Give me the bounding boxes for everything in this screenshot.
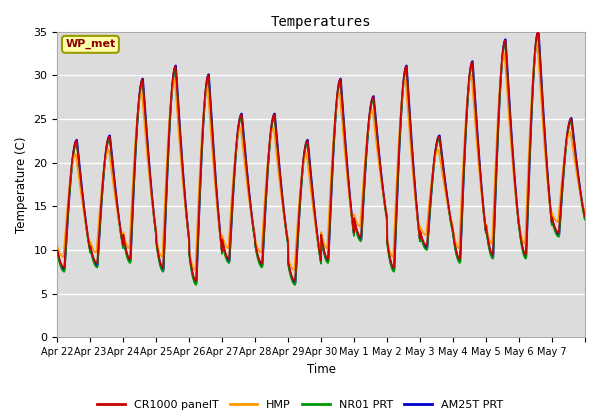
- X-axis label: Time: Time: [307, 362, 336, 375]
- Y-axis label: Temperature (C): Temperature (C): [15, 136, 28, 233]
- Legend: CR1000 panelT, HMP, NR01 PRT, AM25T PRT: CR1000 panelT, HMP, NR01 PRT, AM25T PRT: [92, 396, 508, 415]
- Title: Temperatures: Temperatures: [271, 15, 371, 29]
- Text: WP_met: WP_met: [65, 39, 116, 50]
